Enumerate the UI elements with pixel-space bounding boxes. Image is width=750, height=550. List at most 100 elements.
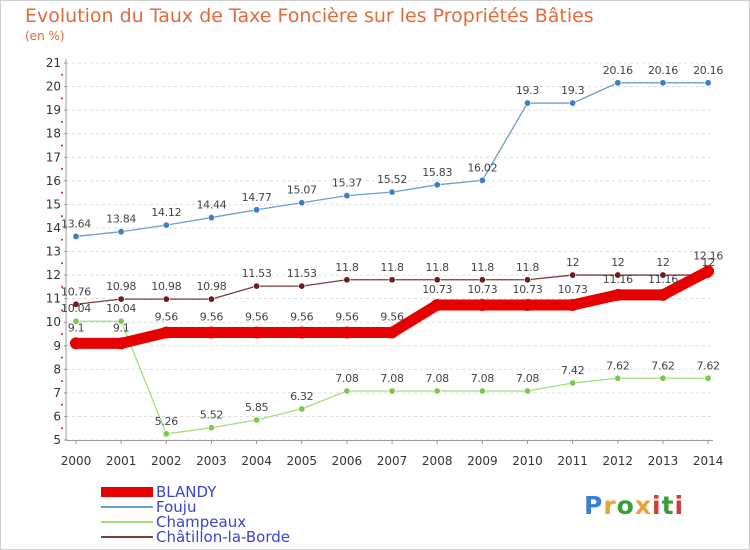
x-tick-label: 2013 bbox=[648, 454, 679, 468]
data-label-blandy: 9.56 bbox=[335, 311, 359, 324]
data-point-chatillon-la-borde bbox=[569, 271, 577, 279]
data-label-champeaux: 7.42 bbox=[561, 364, 584, 377]
data-point-blandy bbox=[566, 298, 579, 311]
data-label-fouju: 15.83 bbox=[422, 166, 452, 179]
data-point-fouju bbox=[659, 79, 667, 87]
data-point-fouju bbox=[207, 214, 215, 222]
data-label-chatillon-la-borde: 11.8 bbox=[426, 261, 450, 274]
legend-label-champeaux: Champeaux bbox=[156, 513, 247, 531]
data-label-blandy: 9.56 bbox=[155, 311, 179, 324]
y-minor-tick bbox=[61, 238, 63, 241]
data-point-champeaux bbox=[343, 387, 351, 395]
x-tick-label: 2004 bbox=[241, 454, 272, 468]
data-label-champeaux: 5.26 bbox=[155, 415, 179, 428]
data-label-fouju: 15.52 bbox=[377, 173, 407, 186]
y-tick-label: 10 bbox=[46, 315, 61, 329]
data-label-fouju: 15.37 bbox=[332, 177, 362, 190]
y-tick-label: 12 bbox=[46, 268, 61, 282]
y-minor-tick bbox=[61, 73, 63, 76]
legend-label-fouju: Fouju bbox=[156, 498, 197, 516]
data-label-chatillon-la-borde: 10.98 bbox=[106, 280, 136, 293]
data-point-blandy bbox=[431, 298, 444, 311]
data-point-champeaux bbox=[569, 379, 577, 387]
y-minor-tick bbox=[61, 356, 63, 359]
logo-letter: i bbox=[652, 491, 662, 520]
y-minor-tick bbox=[61, 191, 63, 194]
data-label-chatillon-la-borde: 11.8 bbox=[335, 261, 359, 274]
y-tick-label: 15 bbox=[46, 197, 61, 211]
data-point-chatillon-la-borde bbox=[478, 276, 486, 284]
data-point-champeaux bbox=[478, 387, 486, 395]
x-tick-label: 2002 bbox=[151, 454, 182, 468]
y-tick-label: 8 bbox=[53, 362, 61, 376]
y-minor-tick bbox=[61, 332, 63, 335]
y-tick-label: 11 bbox=[46, 292, 61, 306]
data-label-champeaux: 7.08 bbox=[380, 372, 404, 385]
data-label-fouju: 13.64 bbox=[61, 217, 91, 230]
data-point-blandy bbox=[521, 298, 534, 311]
data-point-chatillon-la-borde bbox=[207, 295, 215, 303]
data-label-chatillon-la-borde: 10.76 bbox=[61, 285, 91, 298]
data-label-champeaux: 6.32 bbox=[290, 390, 313, 403]
data-label-champeaux: 7.62 bbox=[651, 359, 674, 372]
data-label-blandy: 9.56 bbox=[380, 311, 404, 324]
data-point-champeaux bbox=[117, 317, 125, 325]
data-label-fouju: 14.12 bbox=[151, 206, 181, 219]
y-minor-tick bbox=[61, 144, 63, 147]
data-point-blandy bbox=[656, 288, 669, 301]
data-point-chatillon-la-borde bbox=[72, 300, 80, 308]
data-label-chatillon-la-borde: 10.98 bbox=[196, 280, 226, 293]
legend-label-chatillon-la-borde: Châtillon-la-Borde bbox=[156, 528, 291, 546]
data-point-blandy bbox=[611, 288, 624, 301]
axes: 5 6 7 8 9 10 11 12 13 14 15 16 17 18 19 20 21 2000 2001 200… bbox=[46, 56, 724, 468]
data-point-blandy bbox=[386, 326, 399, 339]
y-minor-tick bbox=[61, 285, 63, 288]
data-point-champeaux bbox=[659, 374, 667, 382]
data-label-blandy: 10.73 bbox=[558, 283, 588, 296]
data-point-chatillon-la-borde bbox=[253, 282, 261, 290]
data-point-champeaux bbox=[523, 387, 531, 395]
data-label-fouju: 13.84 bbox=[106, 213, 136, 226]
logo-letter: o bbox=[616, 491, 635, 520]
data-point-blandy bbox=[70, 337, 82, 350]
unit-label: (en %) bbox=[25, 29, 65, 43]
data-label-chatillon-la-borde: 11.8 bbox=[516, 261, 540, 274]
data-label-fouju: 14.77 bbox=[242, 191, 272, 204]
data-point-fouju bbox=[117, 228, 125, 236]
y-minor-tick bbox=[61, 168, 63, 171]
data-label-fouju: 20.16 bbox=[603, 64, 633, 77]
data-label-fouju: 19.3 bbox=[561, 84, 585, 97]
data-point-fouju bbox=[614, 79, 622, 87]
data-point-champeaux bbox=[433, 387, 441, 395]
data-label-blandy: 9.56 bbox=[200, 311, 224, 324]
data-point-chatillon-la-borde bbox=[388, 276, 396, 284]
data-point-chatillon-la-borde bbox=[162, 295, 170, 303]
data-label-chatillon-la-borde: 12 bbox=[656, 256, 669, 269]
data-label-blandy: 11.16 bbox=[603, 273, 633, 286]
data-point-chatillon-la-borde bbox=[117, 295, 125, 303]
data-label-chatillon-la-borde: 12 bbox=[611, 256, 624, 269]
data-point-champeaux bbox=[298, 405, 306, 413]
y-minor-tick bbox=[61, 262, 63, 265]
data-label-fouju: 19.3 bbox=[516, 84, 540, 97]
data-point-champeaux bbox=[72, 317, 80, 325]
data-label-champeaux: 5.85 bbox=[245, 401, 269, 414]
data-point-champeaux bbox=[162, 430, 170, 438]
data-label-chatillon-la-borde: 11.53 bbox=[242, 267, 272, 280]
data-label-fouju: 16.02 bbox=[467, 161, 497, 174]
x-tick-label: 2010 bbox=[512, 454, 543, 468]
logo-letter: x bbox=[634, 491, 652, 520]
data-label-champeaux: 7.08 bbox=[335, 372, 359, 385]
y-tick-label: 19 bbox=[46, 103, 61, 117]
data-point-fouju bbox=[343, 192, 351, 200]
data-label-blandy: 10.73 bbox=[513, 283, 543, 296]
data-point-chatillon-la-borde bbox=[298, 282, 306, 290]
data-point-champeaux bbox=[207, 424, 215, 432]
y-minor-tick bbox=[61, 427, 63, 430]
data-point-fouju bbox=[569, 99, 577, 107]
data-labels: 13.64 13.84 14.12 14.44 14.77 15.07 15.37 15.52… bbox=[61, 64, 724, 428]
data-point-fouju bbox=[72, 232, 80, 240]
data-point-champeaux bbox=[253, 416, 261, 424]
x-tick-label: 2006 bbox=[332, 454, 363, 468]
